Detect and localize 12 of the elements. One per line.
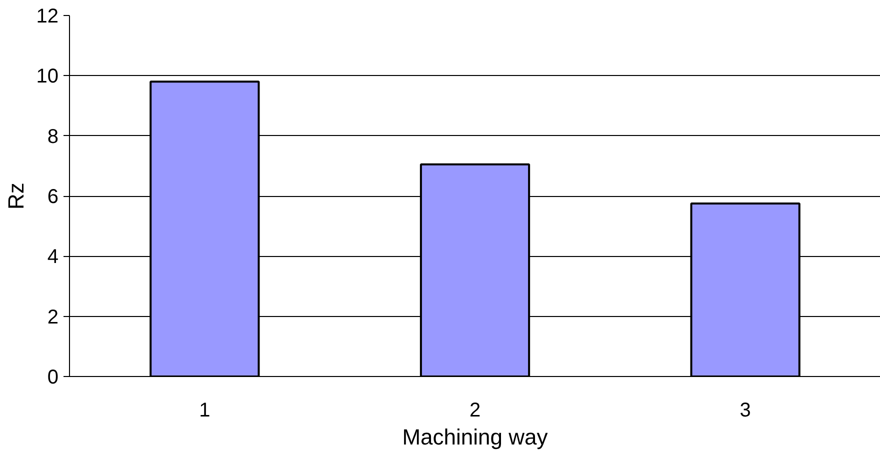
- y-tick-label: 0: [47, 366, 58, 388]
- x-axis-title: Machining way: [402, 424, 548, 450]
- y-tick-label: 2: [47, 306, 58, 328]
- y-tick-label: 12: [36, 6, 59, 28]
- x-tick-label: 1: [199, 400, 210, 422]
- y-tick-label: 4: [47, 246, 58, 268]
- y-tick-label: 8: [47, 126, 58, 148]
- x-tick-label: 2: [469, 400, 481, 422]
- x-tick-label: 3: [740, 400, 751, 422]
- y-axis-title: Rz: [3, 182, 28, 210]
- y-tick-label: 10: [36, 66, 59, 88]
- y-tick-label: 6: [47, 186, 58, 208]
